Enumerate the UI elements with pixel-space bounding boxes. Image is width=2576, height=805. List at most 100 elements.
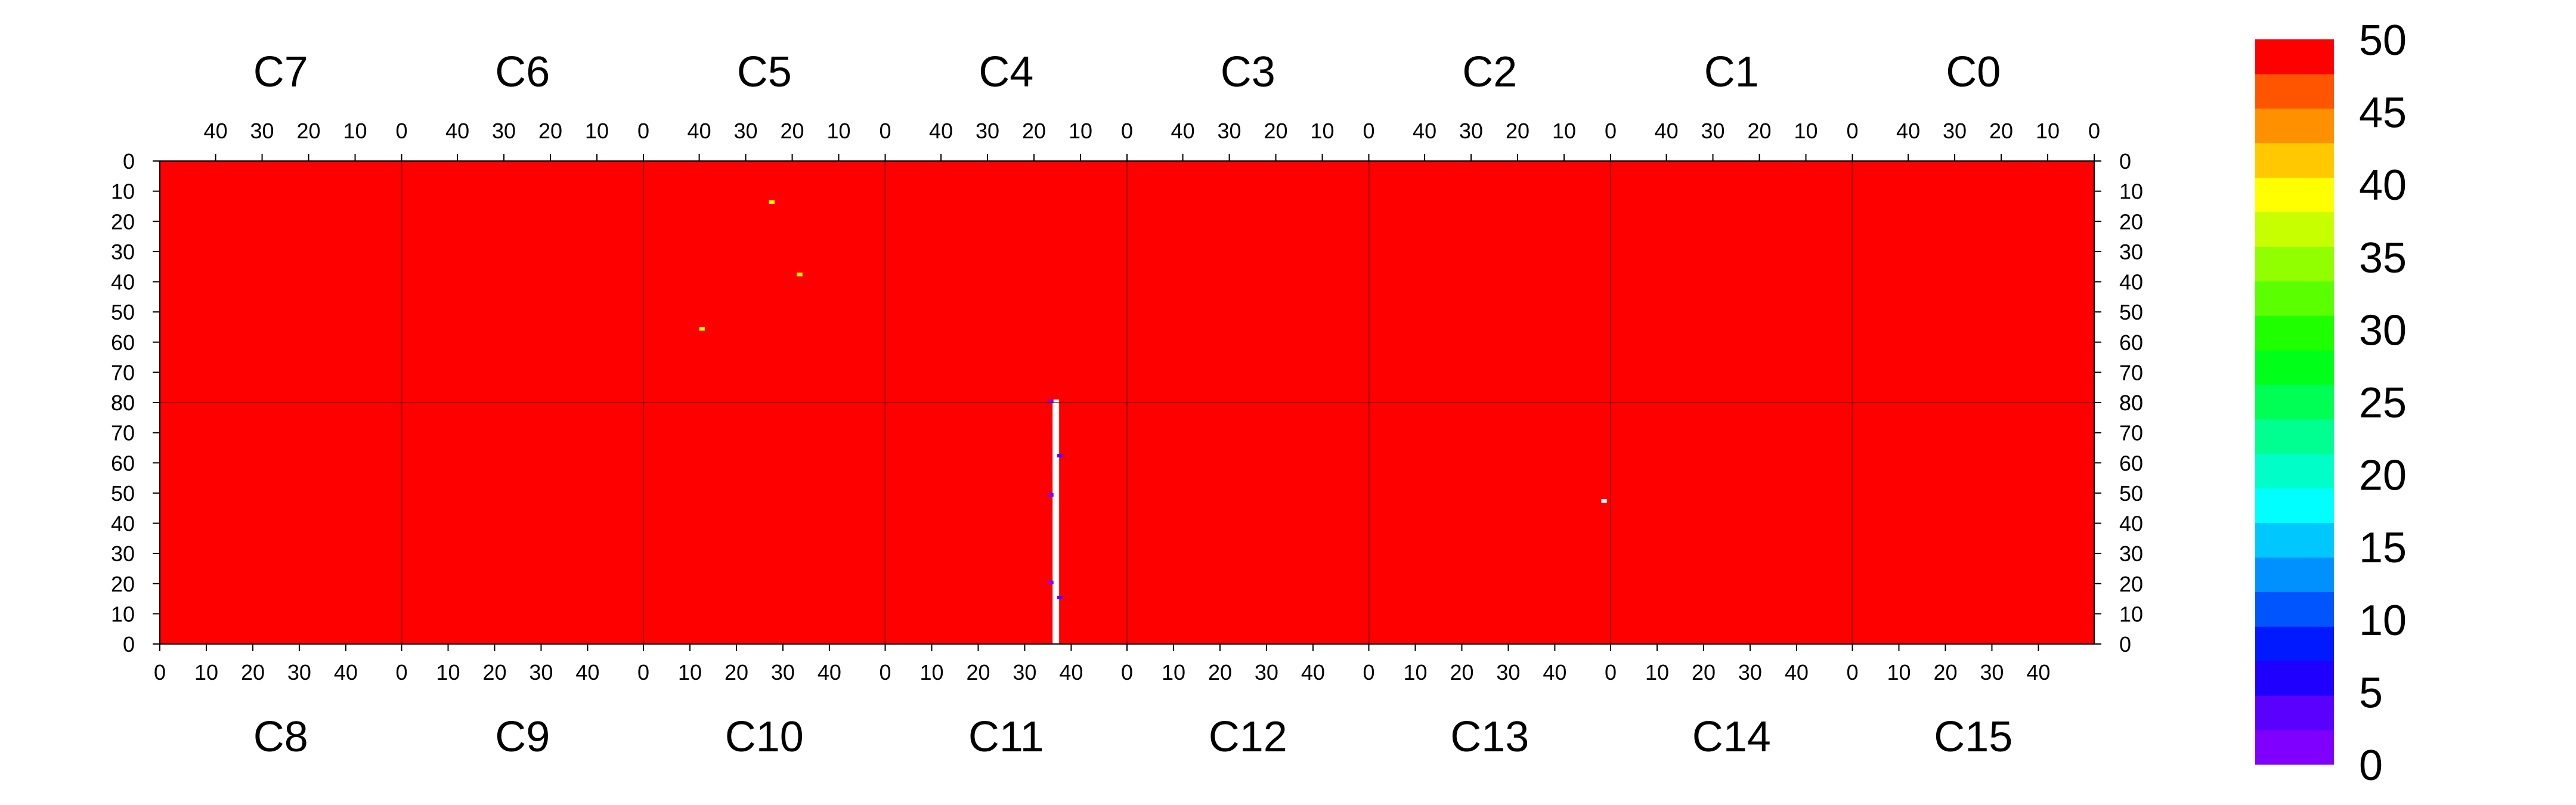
bottom-x-tick-label: 30 [1980, 660, 2004, 685]
colorbar-tick-label: 35 [2359, 234, 2407, 282]
top-x-tick-label: 30 [976, 119, 999, 143]
colorbar-segment [2255, 453, 2334, 489]
dead-column-c11 [1052, 399, 1060, 644]
chip-area-c5 [643, 161, 886, 402]
chip-label-c14: C14 [1692, 713, 1771, 761]
anomaly-cell [797, 273, 803, 277]
bottom-x-tick-label: 0 [879, 660, 891, 685]
right-y-tick-label: 80 [2119, 391, 2143, 415]
chip-label-c4: C4 [979, 48, 1033, 96]
chip-area-c15 [1852, 402, 2094, 644]
right-y-tick-label: 50 [2119, 481, 2143, 506]
right-y-tick-label: 0 [2119, 149, 2131, 174]
bottom-x-tick-label: 20 [1933, 660, 1957, 685]
top-x-tick-label: 10 [1552, 119, 1576, 143]
bottom-x-tick-label: 10 [1403, 660, 1427, 685]
bottom-x-tick-label: 0 [1121, 660, 1133, 685]
colorbar-segment [2255, 177, 2334, 213]
chip-area-c10 [643, 402, 886, 644]
chip-label-c12: C12 [1209, 713, 1287, 761]
top-x-tick-label: 10 [1069, 119, 1092, 143]
bottom-x-tick-label: 20 [966, 660, 990, 685]
chip-label-c5: C5 [737, 48, 792, 96]
right-y-tick-label: 20 [2119, 209, 2143, 234]
left-y-tick-label: 50 [111, 481, 135, 506]
colorbar-tick-label: 25 [2359, 379, 2407, 427]
top-x-tick-label: 30 [734, 119, 758, 143]
top-x-tick-label: 20 [538, 119, 562, 143]
right-y-tick-label: 40 [2119, 270, 2143, 295]
bottom-x-tick-label: 0 [637, 660, 649, 685]
top-x-tick-label: 40 [688, 119, 711, 143]
right-y-tick-label: 40 [2119, 512, 2143, 536]
right-y-tick-label: 20 [2119, 572, 2143, 596]
right-y-tick-label: 10 [2119, 602, 2143, 626]
chip-area-c6 [401, 161, 643, 402]
top-x-tick-label: 0 [1363, 119, 1374, 143]
anomaly-cell [1601, 499, 1607, 503]
heatmap-marks [699, 200, 1607, 644]
colorbar-segment [2255, 281, 2334, 316]
colorbar-segment [2255, 661, 2334, 696]
bottom-x-tick-label: 40 [334, 660, 358, 685]
bottom-x-tick-label: 0 [395, 660, 407, 685]
top-x-tick-label: 30 [1459, 119, 1483, 143]
axes: 40 30 20 10 0 40 30 20 10 0 40 30 20 10 0 40 30 20 10 0 40 30… [111, 119, 2143, 685]
chip-label-c0: C0 [1946, 48, 2001, 96]
chip-area-c1 [1611, 161, 1853, 402]
colorbar-segment [2255, 626, 2334, 661]
top-x-tick-label: 30 [1943, 119, 1967, 143]
top-x-tick-label: 20 [1264, 119, 1288, 143]
top-x-tick-label: 0 [395, 119, 407, 143]
bottom-x-tick-label: 10 [1645, 660, 1669, 685]
anomaly-cell [1048, 399, 1054, 404]
top-x-tick-label: 10 [343, 119, 367, 143]
left-y-tick-label: 40 [111, 512, 135, 536]
chip-label-c15: C15 [1934, 713, 2012, 761]
left-y-tick-label: 80 [111, 391, 135, 415]
left-y-tick-label: 70 [111, 360, 135, 385]
bottom-x-tick-label: 40 [818, 660, 841, 685]
bottom-x-tick-label: 40 [1301, 660, 1325, 685]
colorbar-segment [2255, 488, 2334, 524]
right-y-tick-label: 50 [2119, 300, 2143, 324]
colorbar-tick-label: 15 [2359, 524, 2407, 572]
top-x-tick-label: 10 [585, 119, 609, 143]
bottom-x-tick-label: 30 [1738, 660, 1762, 685]
colorbar-tick-label: 45 [2359, 89, 2407, 137]
chip-area-c4 [885, 161, 1127, 402]
bottom-x-tick-label: 30 [529, 660, 553, 685]
chip-label-c10: C10 [725, 713, 804, 761]
top-x-tick-label: 40 [929, 119, 953, 143]
colorbar-segment [2255, 419, 2334, 454]
colorbar-tick-label: 40 [2359, 162, 2407, 209]
right-y-tick-label: 30 [2119, 541, 2143, 566]
right-y-tick-label: 30 [2119, 240, 2143, 264]
colorbar-tick-label: 20 [2359, 452, 2407, 500]
right-y-tick-label: 60 [2119, 451, 2143, 475]
colorbar-segment [2255, 350, 2334, 385]
bottom-x-tick-label: 30 [771, 660, 795, 685]
top-x-tick-label: 40 [1171, 119, 1195, 143]
bottom-x-tick-label: 30 [1255, 660, 1278, 685]
top-x-tick-label: 0 [1846, 119, 1858, 143]
bottom-x-tick-label: 40 [1543, 660, 1566, 685]
plot-area [160, 161, 2094, 644]
anomaly-cell [1048, 493, 1054, 497]
top-x-tick-label: 40 [1655, 119, 1679, 143]
chip-label-c3: C3 [1221, 48, 1275, 96]
left-y-tick-label: 10 [111, 179, 135, 204]
left-y-tick-label: 10 [111, 602, 135, 626]
bottom-x-tick-label: 20 [1450, 660, 1473, 685]
bottom-x-tick-label: 10 [436, 660, 460, 685]
top-x-tick-label: 0 [1605, 119, 1617, 143]
bottom-x-tick-label: 0 [1363, 660, 1374, 685]
colorbar-segment [2255, 143, 2334, 178]
top-x-tick-label: 20 [1748, 119, 1772, 143]
chip-labels: C7 C6 C5 C4 C3 C2 C1 C0 C8 C9 C10 C11 C12 C13 C14 C15 [253, 48, 2013, 761]
bottom-x-tick-label: 10 [919, 660, 943, 685]
colorbar-segment [2255, 592, 2334, 627]
colorbar-tick-label: 0 [2359, 742, 2383, 789]
colorbar-segment [2255, 695, 2334, 730]
